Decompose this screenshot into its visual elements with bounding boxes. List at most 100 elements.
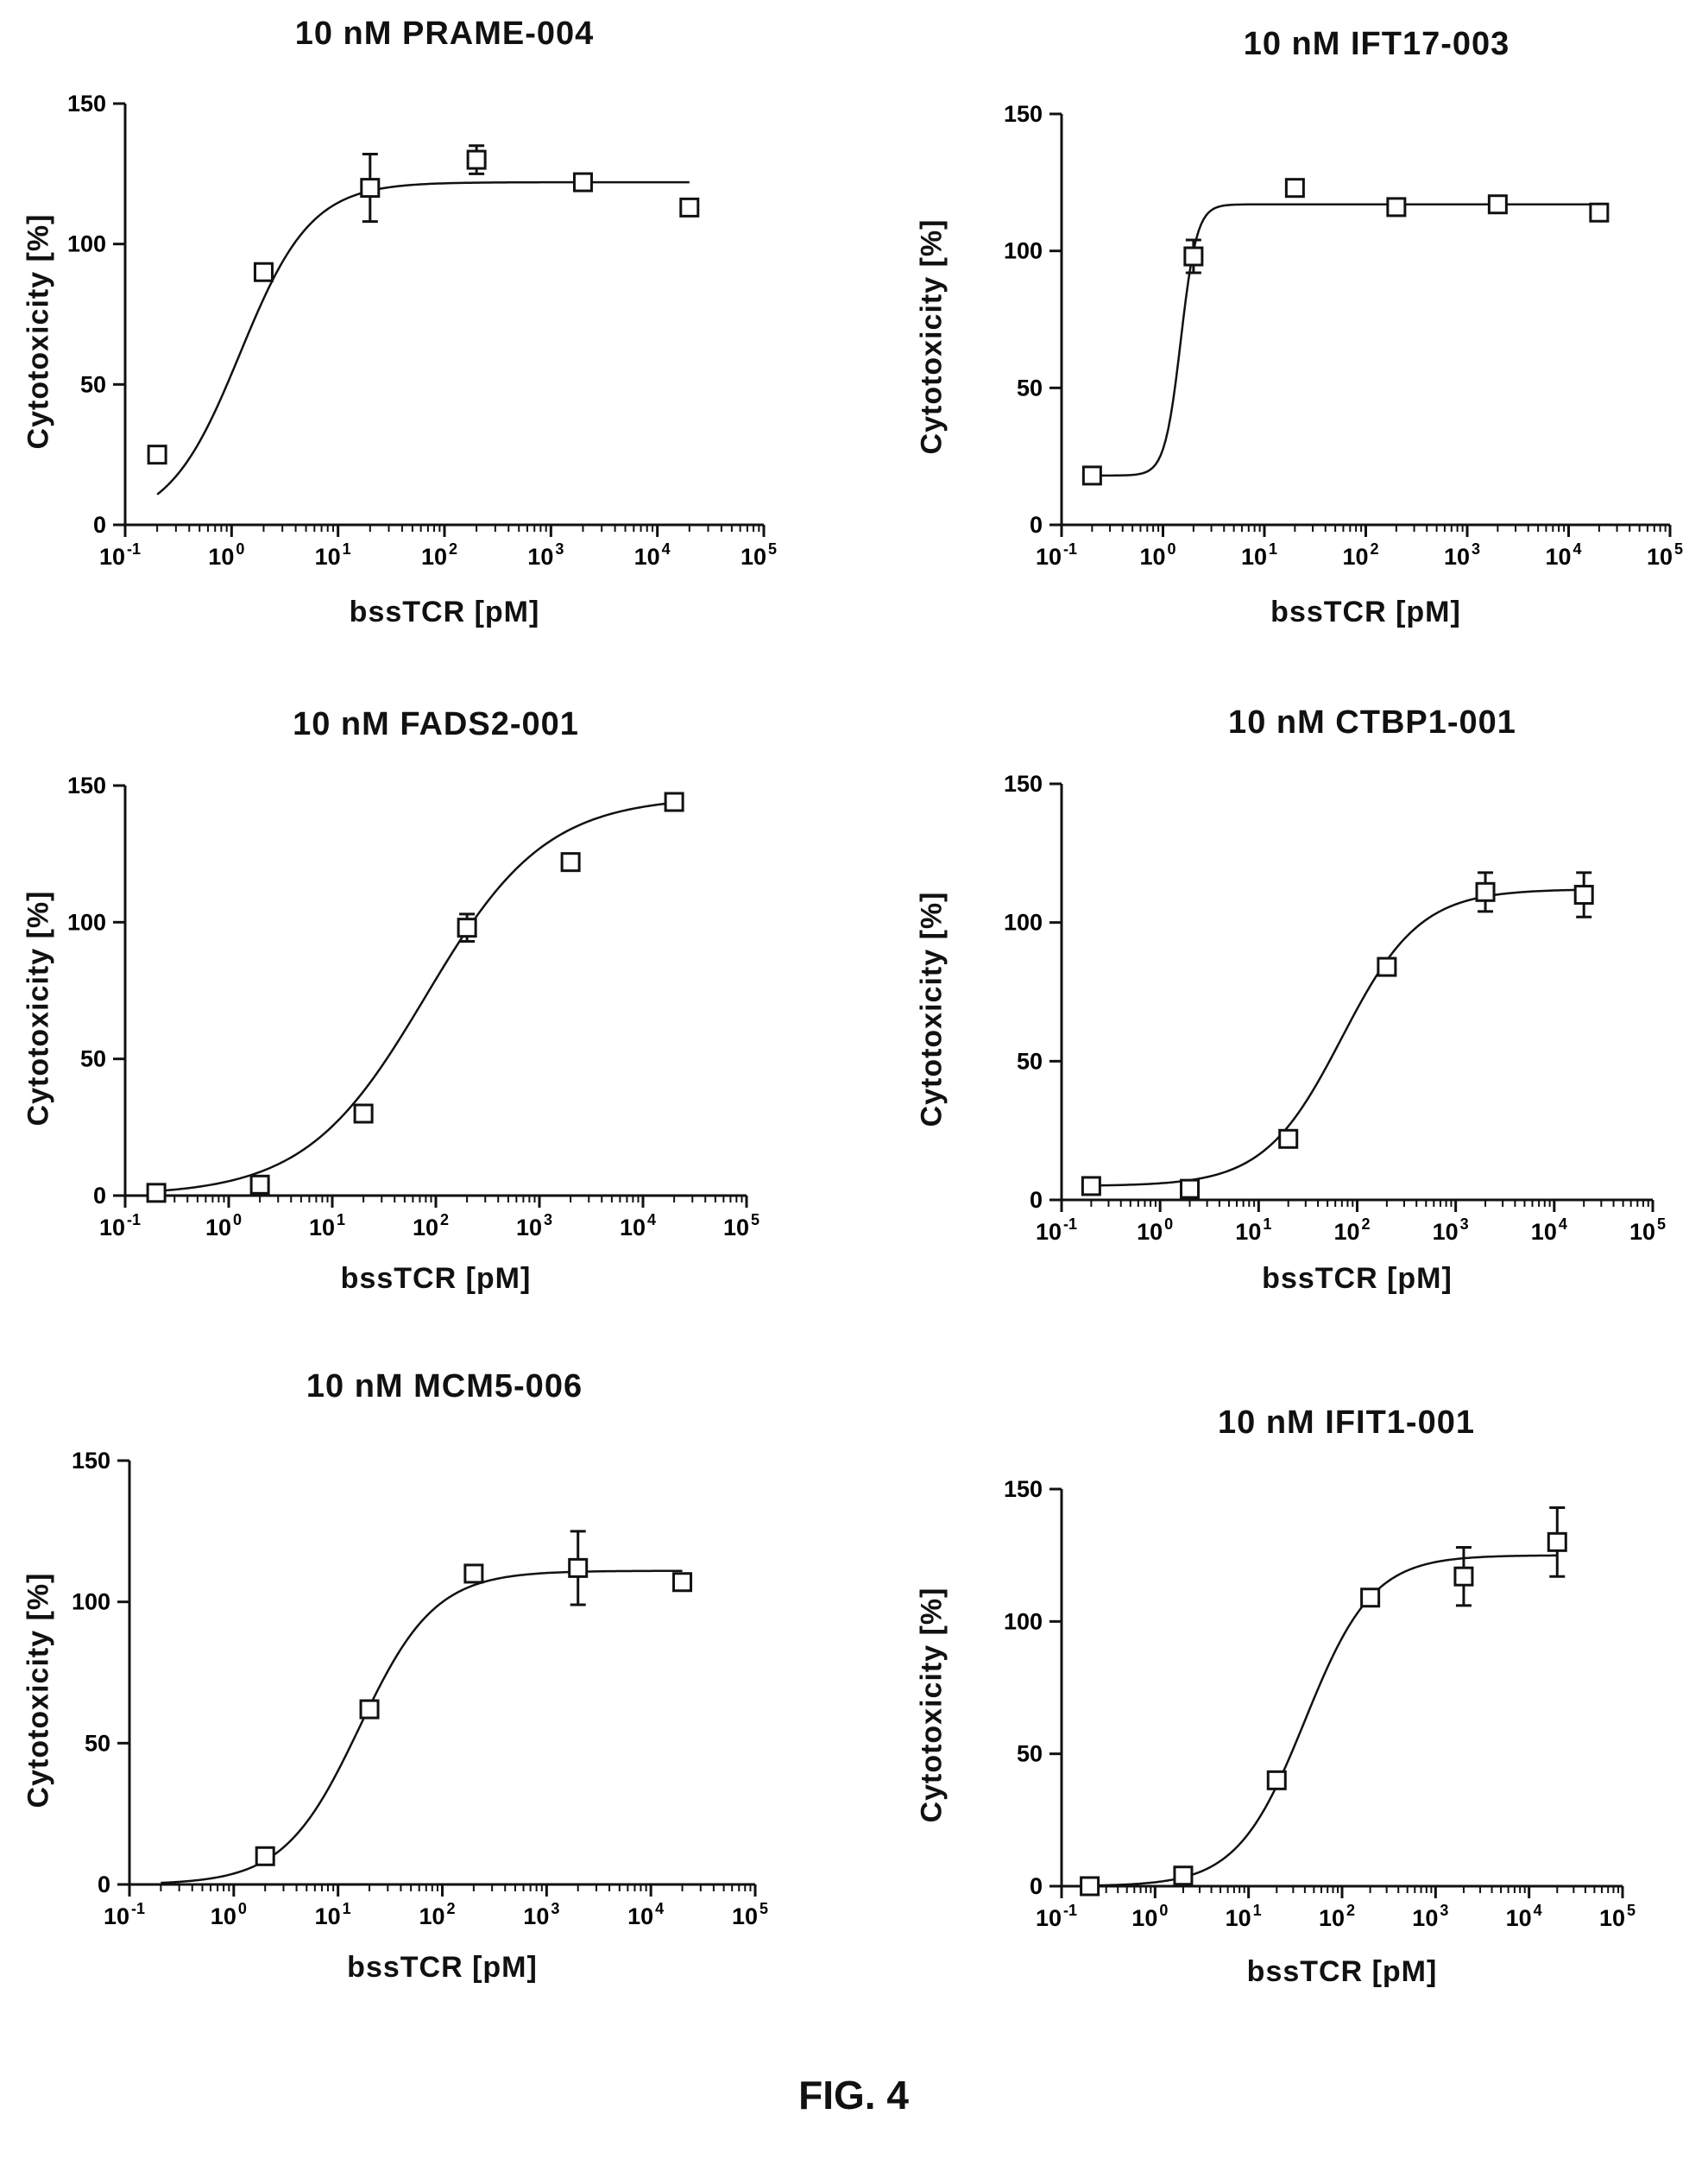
x-tick-label: 10 1 bbox=[315, 1900, 351, 1929]
x-tick-label: 10 -1 bbox=[104, 1900, 145, 1929]
y-tick-label: 100 bbox=[1004, 238, 1043, 264]
x-tick-label: 10 2 bbox=[413, 1211, 449, 1240]
fit-curve bbox=[1089, 1554, 1558, 1887]
data-point bbox=[1278, 1128, 1299, 1149]
chart-svg: 0 50 100 150 10 -1 10 0 10 1 10 2 10 3 10 4 10 5 bbox=[72, 1448, 768, 1929]
y-tick-label: 50 bbox=[85, 1730, 110, 1756]
fit-curve bbox=[156, 801, 675, 1193]
data-point bbox=[253, 262, 274, 282]
data-point bbox=[147, 445, 167, 465]
chart-title: 10 nM CTBP1-001 bbox=[1228, 704, 1516, 741]
x-tick-label: 10 5 bbox=[1629, 1215, 1666, 1245]
y-tick-label: 0 bbox=[98, 1871, 110, 1897]
data-point bbox=[672, 1572, 693, 1593]
data-point bbox=[1173, 1865, 1194, 1886]
data-point bbox=[360, 178, 381, 199]
data-point bbox=[249, 1174, 270, 1195]
data-point bbox=[1180, 1178, 1201, 1199]
x-tick-label: 10 5 bbox=[1647, 540, 1683, 570]
x-tick-label: 10 5 bbox=[723, 1211, 759, 1240]
chart-svg: 0 50 100 150 10 -1 10 0 10 1 10 2 10 3 10 4 10 5 bbox=[1004, 101, 1683, 570]
x-tick-label: 10 -1 bbox=[1036, 540, 1077, 570]
x-axis-label: bssTCR [pM] bbox=[1270, 596, 1461, 628]
chart-panel-3: 10 nM FADS2-001 bssTCR [pM] Cytotoxicity [… bbox=[0, 673, 846, 1364]
y-tick-label: 150 bbox=[1004, 1476, 1043, 1502]
y-tick-label: 0 bbox=[93, 512, 106, 538]
x-axis-label: bssTCR [pM] bbox=[349, 596, 540, 628]
data-point bbox=[353, 1103, 374, 1124]
y-tick-label: 150 bbox=[67, 91, 106, 117]
fit-curve bbox=[156, 180, 690, 495]
x-tick-label: 10 -1 bbox=[99, 1211, 141, 1240]
y-tick-label: 50 bbox=[80, 1046, 106, 1072]
x-tick-label: 10 2 bbox=[421, 540, 457, 570]
chart-panel-2: 10 nM IFT17-003 bssTCR [pM] Cytotoxicity [… bbox=[863, 0, 1708, 691]
x-tick-label: 10 4 bbox=[634, 540, 671, 570]
y-tick-label: 0 bbox=[1030, 512, 1043, 538]
x-tick-label: 10 3 bbox=[523, 1900, 559, 1929]
data-point bbox=[1081, 1176, 1101, 1196]
data-point bbox=[466, 149, 487, 170]
x-tick-label: 10 2 bbox=[1319, 1902, 1355, 1931]
y-tick-label: 150 bbox=[1004, 771, 1043, 797]
chart-svg: 0 50 100 150 10 -1 10 0 10 1 10 2 10 3 10 4 10 5 bbox=[67, 773, 759, 1240]
x-tick-label: 10 1 bbox=[1241, 540, 1277, 570]
chart-panel-5: 10 nM MCM5-006 bssTCR [pM] Cytotoxicity [%… bbox=[0, 1351, 846, 2042]
x-tick-label: 10 5 bbox=[1599, 1902, 1636, 1931]
x-tick-label: 10 -1 bbox=[1036, 1215, 1077, 1245]
y-tick-label: 0 bbox=[1030, 1873, 1043, 1899]
x-tick-label: 10 2 bbox=[419, 1900, 455, 1929]
data-point bbox=[255, 1846, 275, 1866]
x-tick-label: 10 4 bbox=[1545, 540, 1581, 570]
chart-title: 10 nM PRAME-004 bbox=[294, 16, 595, 52]
y-tick-label: 150 bbox=[72, 1448, 110, 1474]
x-tick-label: 10 4 bbox=[1531, 1215, 1567, 1245]
data-point bbox=[146, 1183, 167, 1203]
chart-panel-6: 10 nM IFIT1-001 bssTCR [pM] Cytotoxicity [… bbox=[863, 1351, 1708, 2042]
y-tick-label: 150 bbox=[67, 773, 106, 798]
x-axis-label: bssTCR [pM] bbox=[1262, 1262, 1453, 1295]
x-tick-label: 10 0 bbox=[205, 1211, 242, 1240]
data-point bbox=[1487, 194, 1508, 215]
data-point bbox=[1386, 197, 1407, 218]
y-tick-label: 50 bbox=[1017, 1048, 1043, 1074]
x-axis-label: bssTCR [pM] bbox=[1246, 1955, 1438, 1988]
x-tick-label: 10 5 bbox=[741, 540, 777, 570]
data-point bbox=[679, 197, 700, 218]
y-tick-label: 100 bbox=[72, 1589, 110, 1615]
y-tick-label: 100 bbox=[1004, 910, 1043, 936]
x-tick-label: 10 0 bbox=[1131, 1902, 1168, 1931]
x-tick-label: 10 1 bbox=[1226, 1902, 1262, 1931]
x-tick-label: 10 0 bbox=[1139, 540, 1175, 570]
y-tick-label: 50 bbox=[80, 371, 106, 397]
x-tick-label: 10 0 bbox=[208, 540, 244, 570]
chart-title: 10 nM MCM5-006 bbox=[306, 1368, 583, 1404]
x-tick-label: 10 2 bbox=[1333, 1215, 1370, 1245]
data-point bbox=[560, 852, 581, 873]
x-tick-label: 10 0 bbox=[1137, 1215, 1173, 1245]
x-tick-label: 10 1 bbox=[309, 1211, 345, 1240]
chart-panel-4: 10 nM CTBP1-001 bssTCR [pM] Cytotoxicity [… bbox=[863, 673, 1708, 1364]
y-tick-label: 100 bbox=[1004, 1608, 1043, 1634]
y-tick-label: 100 bbox=[67, 909, 106, 935]
x-tick-label: 10 4 bbox=[1506, 1902, 1542, 1931]
data-point bbox=[457, 918, 477, 938]
x-tick-label: 10 -1 bbox=[1036, 1902, 1077, 1931]
chart-svg: 0 50 100 150 10 -1 10 0 10 1 10 2 10 3 10 4 10 5 bbox=[1004, 1476, 1636, 1931]
x-tick-label: 10 3 bbox=[1444, 540, 1480, 570]
data-point bbox=[1589, 202, 1610, 223]
x-tick-label: 10 1 bbox=[1235, 1215, 1271, 1245]
chart-title: 10 nM FADS2-001 bbox=[293, 706, 579, 742]
chart-title: 10 nM IFIT1-001 bbox=[1218, 1404, 1475, 1441]
x-tick-label: 10 5 bbox=[732, 1900, 768, 1929]
fit-curve bbox=[1092, 203, 1599, 477]
data-point bbox=[1360, 1587, 1381, 1608]
y-tick-label: 50 bbox=[1017, 1741, 1043, 1767]
data-point bbox=[572, 172, 593, 193]
data-point bbox=[1080, 1876, 1100, 1897]
x-tick-label: 10 3 bbox=[1433, 1215, 1469, 1245]
chart-svg: 0 50 100 150 10 -1 10 0 10 1 10 2 10 3 10 4 10 5 bbox=[67, 91, 777, 570]
data-point bbox=[1183, 246, 1204, 267]
data-point bbox=[1377, 956, 1397, 977]
data-point bbox=[568, 1557, 589, 1578]
